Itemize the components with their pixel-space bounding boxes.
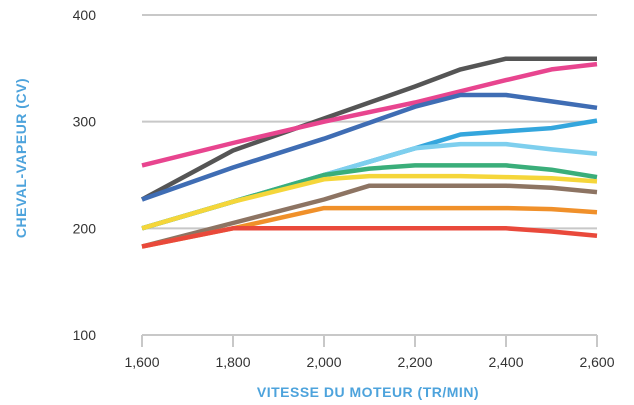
y-tick-label-100: 100 [73, 327, 97, 343]
y-axis-title: CHEVAL-VAPEUR (CV) [13, 78, 29, 238]
series-line-1 [140, 56, 597, 202]
x-axis-ticks [141, 335, 598, 347]
x-tick-label-1600: 1,600 [124, 354, 159, 370]
x-tick-label-1800: 1,800 [215, 354, 250, 370]
x-tick-label-2400: 2,400 [488, 354, 523, 370]
x-tick-label-2000: 2,000 [306, 354, 341, 370]
x-axis-tick-labels: 1,600 1,800 2,000 2,200 2,400 2,600 [124, 354, 614, 370]
y-tick-label-200: 200 [73, 220, 97, 236]
y-tick-label-400: 400 [73, 7, 97, 23]
series-line-2 [141, 61, 598, 168]
series-line-10 [141, 226, 598, 249]
y-tick-label-300: 300 [73, 114, 97, 130]
y-axis-tick-labels: 100 200 300 400 [73, 7, 97, 343]
series-line-3 [141, 92, 598, 202]
x-tick-label-2200: 2,200 [397, 354, 432, 370]
x-tick-label-2600: 2,600 [579, 354, 614, 370]
series-line-9 [141, 205, 598, 249]
series-lines [140, 56, 598, 249]
series-line-8 [141, 183, 598, 249]
series-line-7 [141, 173, 598, 231]
x-axis-title: VITESSE DU MOTEUR (TR/MIN) [257, 384, 479, 400]
